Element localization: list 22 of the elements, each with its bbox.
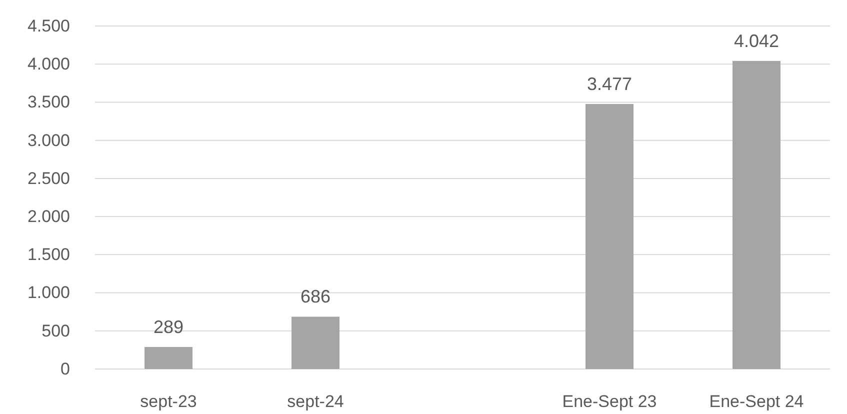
y-tick-label: 4.000 [27,54,70,74]
y-tick-label: 2.500 [27,168,70,188]
y-tick-label: 1.500 [27,245,70,264]
data-label: 3.477 [586,74,632,94]
bar [586,104,634,369]
x-tick-label: Ene-Sept 23 [562,392,657,412]
y-tick-label: 0 [60,359,70,378]
y-tick-label: 500 [42,321,70,340]
y-tick-label: 3.500 [27,92,70,112]
x-tick-label: sept-23 [140,392,197,412]
x-tick-label: Ene-Sept 24 [709,392,804,412]
bar [144,346,192,369]
data-label: 289 [153,316,184,337]
y-tick-label: 4.500 [27,16,70,36]
y-tick-label: 3.000 [27,130,70,150]
data-label: 4.042 [734,30,780,51]
bar [292,316,340,369]
bar [732,60,780,369]
y-tick-label: 2.000 [27,206,70,226]
y-tick-label: 1.000 [27,283,70,302]
data-label: 686 [300,286,331,307]
x-tick-label: sept-24 [287,392,344,412]
